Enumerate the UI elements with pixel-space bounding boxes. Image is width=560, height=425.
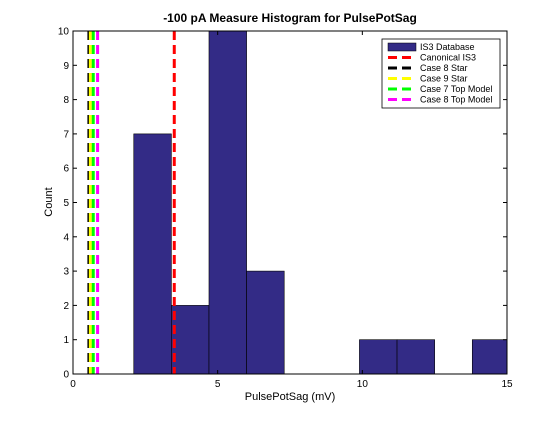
legend-entry-5: Case 8 Top Model [420, 95, 492, 105]
x-tick-label: 5 [215, 379, 221, 390]
legend-entry-0: IS3 Database [420, 42, 475, 52]
ticks-layer: 0 5 10 15 0 1 2 3 4 5 6 7 8 9 10 [58, 27, 513, 391]
y-tick-label: 8 [63, 95, 69, 106]
y-tick-label: 2 [63, 301, 69, 312]
histogram-bar-7 [396, 339, 435, 375]
legend-swatch-0 [387, 42, 417, 52]
histogram-bar-1 [171, 305, 210, 375]
chart-title: -100 pA Measure Histogram for PulsePotSa… [163, 11, 417, 25]
histogram-bar-2 [208, 30, 247, 375]
x-tick-label: 10 [357, 379, 369, 390]
y-tick-label: 7 [63, 129, 69, 140]
histogram-bar-6 [359, 339, 398, 375]
x-tick-label: 15 [501, 379, 513, 390]
legend-entry-4: Case 7 Top Model [420, 84, 492, 94]
histogram-bar-9 [471, 339, 508, 375]
legend-entry-2: Case 8 Star [420, 63, 468, 73]
legend-entry-1: Canonical IS3 [420, 53, 476, 63]
reference-lines-layer [87, 31, 176, 374]
legend-entry-3: Case 9 Star [420, 74, 468, 84]
bars-layer [133, 30, 508, 375]
y-tick-label: 9 [63, 61, 69, 72]
y-tick-label: 4 [63, 232, 69, 243]
y-tick-label: 0 [63, 370, 69, 381]
y-tick-label: 6 [63, 164, 69, 175]
y-tick-label: 3 [63, 267, 69, 278]
y-axis-label: Count [43, 187, 55, 216]
x-tick-label: 0 [70, 379, 76, 390]
histogram-bar-0 [133, 133, 172, 375]
y-tick-label: 1 [63, 335, 69, 346]
y-tick-label: 5 [63, 198, 69, 209]
y-tick-label: 10 [58, 27, 70, 38]
histogram-bar-3 [246, 270, 285, 375]
x-axis-label: PulsePotSag (mV) [245, 391, 335, 403]
